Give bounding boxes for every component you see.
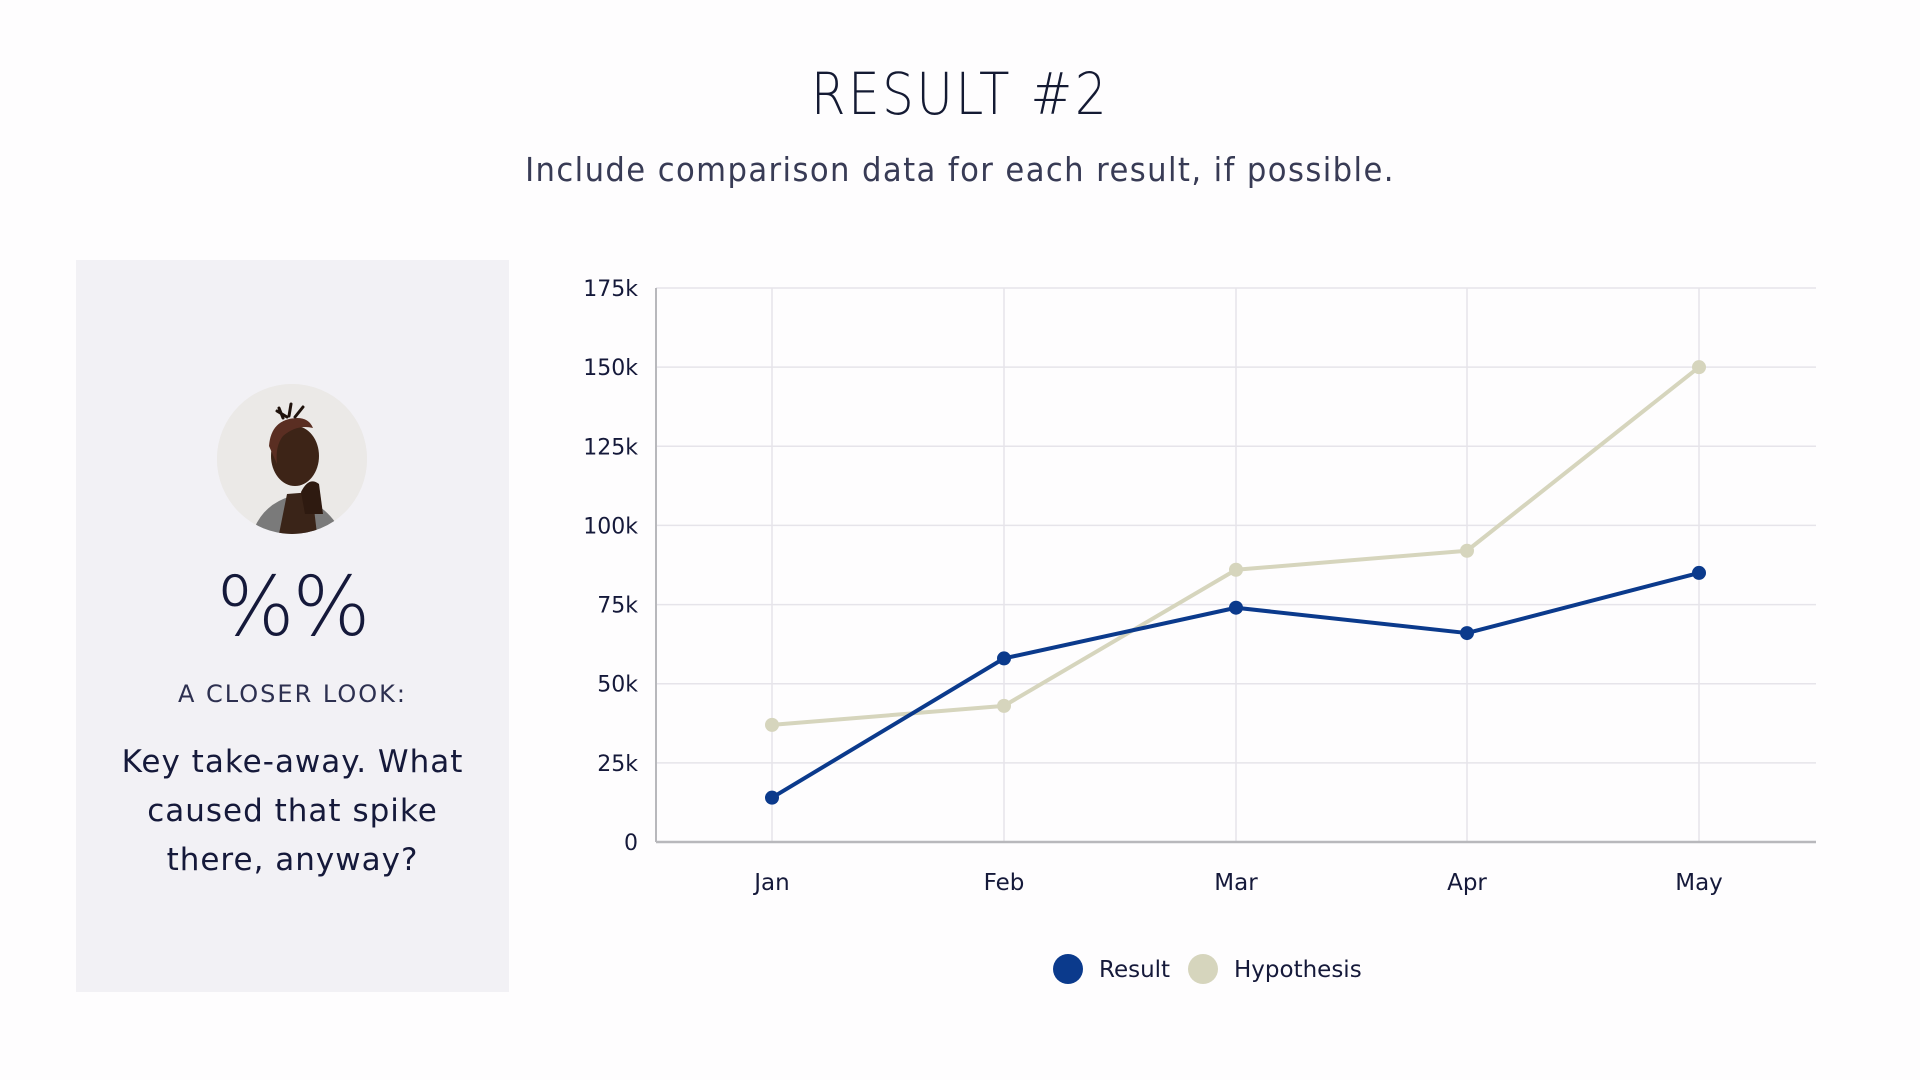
takeaway-text: Key take-away. What caused that spike th…	[121, 744, 464, 878]
y-tick-label: 125k	[583, 435, 638, 460]
x-tick-label: Feb	[984, 870, 1025, 896]
data-point-result	[997, 651, 1011, 666]
x-tick-label: May	[1675, 870, 1723, 896]
page-subtitle: Include comparison data for each result,…	[525, 150, 1395, 189]
y-tick-label: 175k	[583, 277, 638, 302]
data-point-result	[1460, 626, 1474, 641]
legend-item-hypothesis[interactable]: Hypothesis	[1188, 954, 1362, 984]
avatar	[217, 384, 367, 534]
legend-label: Result	[1099, 957, 1170, 983]
portrait-photo-icon	[217, 384, 367, 534]
data-point-result	[1692, 565, 1706, 580]
data-point-result	[1229, 600, 1243, 615]
x-tick-label: Apr	[1447, 870, 1487, 896]
data-point-hypothesis	[765, 717, 779, 732]
y-tick-label: 75k	[597, 594, 638, 619]
data-point-hypothesis	[1460, 543, 1474, 558]
data-point-hypothesis	[1229, 562, 1243, 577]
data-point-result	[765, 790, 779, 805]
data-point-hypothesis	[997, 698, 1011, 713]
legend-label: Hypothesis	[1234, 957, 1362, 983]
y-tick-label: 25k	[597, 752, 638, 777]
y-tick-label: 50k	[597, 673, 638, 698]
closer-look-label: A CLOSER LOOK:	[177, 680, 408, 708]
legend-swatch-icon	[1053, 954, 1083, 984]
legend-swatch-icon	[1188, 954, 1218, 984]
y-tick-label: 150k	[583, 356, 638, 381]
page-title: RESULT #2	[810, 60, 1110, 128]
closer-look-panel: %% A CLOSER LOOK: Key take-away. What ca…	[76, 260, 509, 992]
series-line-result	[770, 570, 1700, 800]
series-line-hypothesis	[771, 365, 1701, 727]
y-tick-label: 100k	[583, 514, 638, 539]
big-stat: %%	[216, 560, 371, 655]
legend-item-result[interactable]: Result	[1053, 954, 1170, 984]
x-tick-label: Mar	[1214, 870, 1258, 896]
y-tick-label: 0	[624, 831, 638, 856]
x-tick-label: Jan	[752, 870, 789, 896]
data-point-hypothesis	[1692, 360, 1706, 375]
